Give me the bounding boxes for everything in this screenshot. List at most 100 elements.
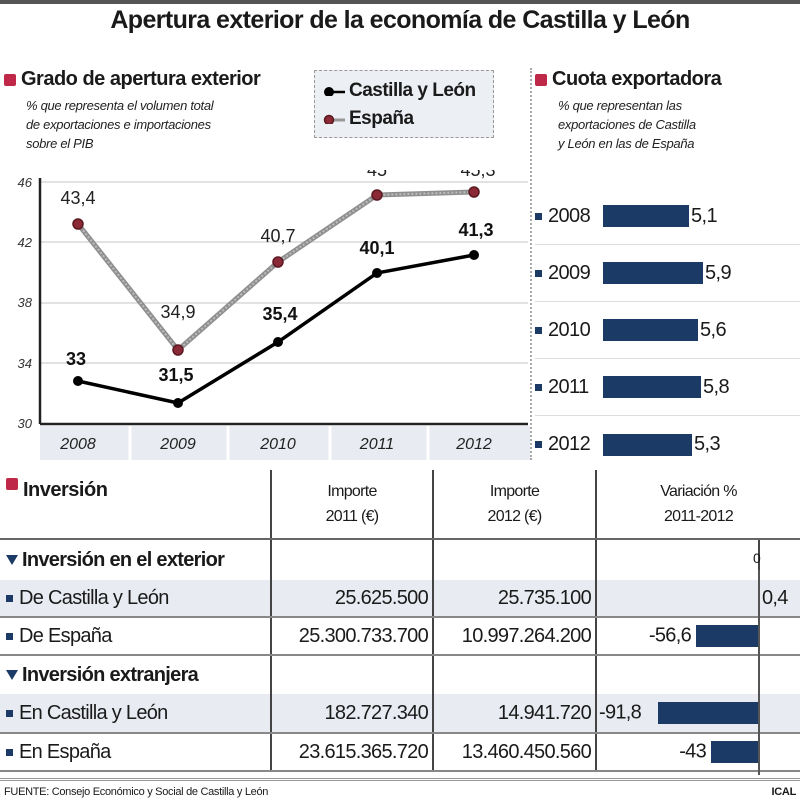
data-label: 41,3	[458, 220, 493, 240]
variation-bar	[711, 741, 758, 763]
subtitle-line: y León en las de España	[558, 136, 695, 151]
red-square-bullet-icon	[535, 73, 547, 86]
bar-chart-heading-text: Cuota exportadora	[552, 68, 722, 90]
castilla-data-labels: 33 31,5 35,4 40,1 41,3	[66, 220, 494, 385]
legend-item-castilla: Castilla y León	[323, 77, 485, 105]
legend-label: España	[349, 108, 414, 129]
row-label-text: En España	[19, 740, 111, 763]
header-line: Importe	[489, 483, 540, 500]
row-label-text: De Castilla y León	[19, 586, 169, 609]
zero-axis-label: 0	[753, 550, 761, 566]
bar-value: 5,9	[705, 261, 732, 284]
table-header: Inversión Importe 2011 (€) Importe 2012 (€…	[0, 470, 800, 540]
bar-row: 2012 5,3	[535, 416, 800, 473]
variation-cell: -56,6	[597, 618, 760, 654]
data-label: 35,4	[262, 304, 297, 324]
castilla-line	[77, 253, 475, 405]
bar-chart-subtitle: % que representan las exportaciones de C…	[558, 96, 696, 153]
x-tick: 2009	[159, 436, 196, 453]
zero-axis-line	[758, 570, 760, 775]
data-label: 40,1	[359, 238, 394, 258]
row-label: De España	[0, 618, 272, 654]
table-row: De Castilla y León 25.625.500 25.735.100…	[0, 580, 800, 618]
bullet-icon	[535, 441, 542, 448]
group-label: Inversión en el exterior	[0, 540, 272, 580]
bar-row: 2008 5,1	[535, 188, 800, 245]
y-tick: 42	[18, 235, 33, 250]
bar	[603, 376, 701, 398]
value-2011: 23.615.365.720	[272, 734, 434, 770]
col-header-2011: Importe 2011 (€)	[272, 470, 434, 538]
col-header-2012: Importe 2012 (€)	[434, 470, 597, 538]
value-2011: 25.300.733.700	[272, 618, 434, 654]
table-heading-text: Inversión	[23, 479, 108, 501]
panel-divider	[530, 68, 532, 460]
table-row: En Castilla y León 182.727.340 14.941.72…	[0, 694, 800, 734]
x-tick-labels: 2008 2009 2010 2011 2012	[59, 436, 492, 453]
x-tick: 2012	[455, 436, 492, 453]
data-label: 43,4	[60, 188, 95, 208]
data-label: 34,9	[160, 302, 195, 322]
red-square-bullet-icon	[6, 478, 18, 490]
table-row: De España 25.300.733.700 10.997.264.200 …	[0, 618, 800, 656]
bullet-icon	[535, 383, 542, 391]
line-chart-heading: Grado de apertura exterior	[4, 68, 261, 91]
subtitle-line: exportaciones de Castilla	[558, 117, 696, 132]
bar-chart-heading: Cuota exportadora	[535, 68, 722, 91]
bar	[603, 319, 698, 341]
header-line: Variación %	[660, 483, 737, 500]
bar-value: 5,1	[691, 204, 718, 227]
variation-value: -56,6	[648, 624, 692, 647]
x-tick: 2008	[59, 436, 96, 453]
bar-year: 2008	[548, 204, 591, 227]
value-2011: 182.727.340	[272, 694, 434, 732]
table-heading: Inversión	[0, 470, 272, 538]
table-group-row: Inversión extranjera	[0, 656, 800, 694]
bullet-icon	[535, 212, 542, 220]
page-title: Apertura exterior de la economía de Cast…	[110, 6, 690, 34]
value-2011: 25.625.500	[272, 580, 434, 616]
bar-value: 5,3	[694, 433, 721, 455]
header-line: 2011 (€)	[325, 508, 380, 525]
col-header-variacion: Variación % 2011-2012	[597, 470, 800, 538]
value-2012: 10.997.264.200	[434, 618, 597, 654]
row-label-text: De España	[19, 624, 112, 647]
line-chart: 30 34 38 42 46 2008 2009 2010 2011 2012 …	[0, 160, 530, 460]
data-label: 45,3	[460, 170, 495, 180]
bar-row: 2009 5,9	[535, 245, 800, 302]
data-label: 40,7	[260, 226, 295, 246]
variation-value: 0,4	[762, 586, 788, 609]
bullet-icon	[535, 269, 542, 277]
bar	[603, 205, 689, 227]
triangle-down-icon	[6, 670, 18, 680]
data-label: 45	[367, 170, 387, 180]
bar-year: 2009	[548, 261, 591, 284]
castilla-markers	[73, 250, 479, 408]
header-line: Importe	[327, 483, 377, 500]
agency-credit: ICAL	[771, 786, 797, 798]
bar-row: 2010 5,6	[535, 302, 800, 359]
row-label: De Castilla y León	[0, 580, 272, 616]
bullet-icon	[6, 594, 13, 602]
legend-item-espana: España	[323, 105, 485, 133]
cuota-bar-chart: 2008 5,1 2009 5,9 2010 5,6 2011 5,8 2012…	[535, 188, 800, 473]
line-chart-subtitle: % que representa el volumen total de exp…	[26, 96, 214, 153]
value-2012: 13.460.450.560	[434, 734, 597, 770]
legend-label: Castilla y León	[349, 80, 476, 101]
variation-value: -91,8	[599, 701, 642, 724]
footer: FUENTE: Consejo Económico y Social de Ca…	[0, 778, 800, 803]
x-tick: 2010	[259, 436, 296, 453]
bullet-icon	[6, 632, 13, 640]
bullet-icon	[6, 748, 13, 756]
inversion-table: Inversión Importe 2011 (€) Importe 2012 (€…	[0, 470, 800, 772]
y-tick: 30	[18, 416, 33, 431]
x-axis-band	[40, 426, 530, 460]
bullet-icon	[6, 709, 13, 717]
chart-legend: Castilla y León España	[314, 70, 494, 138]
row-label: En España	[0, 734, 272, 770]
row-label-text: En Castilla y León	[19, 701, 168, 724]
data-label: 31,5	[158, 365, 193, 385]
group-label-text: Inversión en el exterior	[22, 548, 225, 571]
variation-bar	[696, 625, 758, 647]
variation-bar	[658, 702, 758, 724]
